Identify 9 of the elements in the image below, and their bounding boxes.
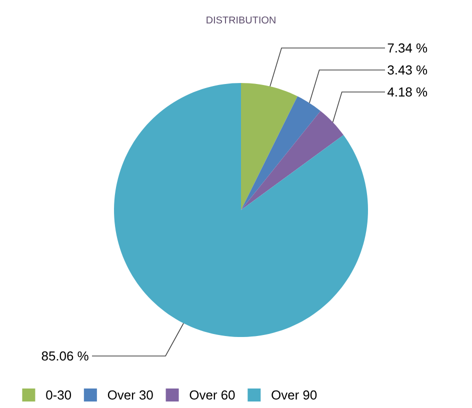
legend-label: 0-30 bbox=[46, 390, 72, 400]
data-label: 7.34 % bbox=[388, 43, 428, 53]
legend-label: Over 90 bbox=[272, 390, 317, 400]
data-label: 85.06 % bbox=[42, 351, 88, 361]
legend-label: Over 30 bbox=[108, 390, 153, 400]
chart-title: DISTRIBUTION bbox=[206, 16, 276, 24]
legend-label: Over 60 bbox=[190, 390, 235, 400]
data-label: 4.18 % bbox=[387, 87, 428, 97]
data-label: 3.43 % bbox=[388, 65, 428, 75]
